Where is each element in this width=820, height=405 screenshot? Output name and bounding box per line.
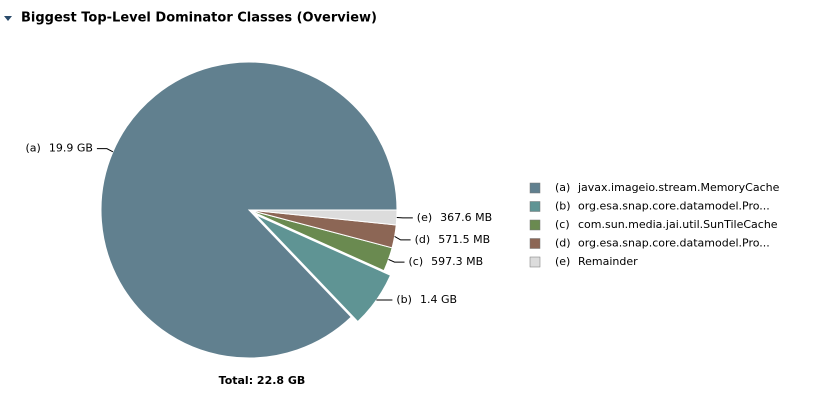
legend-letter: (b)	[555, 200, 571, 213]
chart-title: Biggest Top-Level Dominator Classes (Ove…	[21, 11, 377, 26]
leader-line	[394, 236, 411, 241]
data-label: (a) 19.9 GB	[26, 142, 93, 155]
data-label: (e) 367.6 MB	[417, 211, 492, 224]
data-label: (b) 1.4 GB	[396, 293, 457, 306]
legend-swatch	[529, 256, 541, 268]
leader-line	[96, 148, 114, 153]
data-label-letter: (d)	[415, 233, 431, 246]
legend-swatch	[529, 219, 541, 231]
data-label-value: 597.3 MB	[431, 255, 483, 268]
total-label: Total: 22.8 GB	[219, 374, 306, 387]
pie-slice	[255, 214, 392, 323]
legend-letter: (e)	[555, 255, 570, 268]
data-label: (c) 597.3 MB	[409, 255, 484, 268]
legend-label: com.sun.media.jai.util.SunTileCache	[578, 218, 778, 231]
legend-letter: (d)	[555, 237, 571, 250]
data-label-letter: (a)	[26, 142, 41, 155]
legend-swatch	[529, 238, 541, 249]
legend-label: org.esa.snap.core.datamodel.Pro...	[578, 200, 770, 213]
data-label: (d) 571.5 MB	[415, 233, 491, 246]
data-label-letter: (c)	[409, 255, 424, 268]
data-label-letter: (b)	[396, 293, 412, 306]
data-label-value: 1.4 GB	[420, 293, 457, 306]
legend-swatch	[529, 201, 541, 212]
legend-label: Remainder	[578, 255, 638, 268]
collapse-icon[interactable]	[4, 16, 12, 21]
data-label-value: 19.9 GB	[49, 142, 93, 155]
leader-line	[388, 258, 405, 263]
data-label-value: 367.6 MB	[440, 211, 492, 224]
data-label-letter: (e)	[417, 211, 432, 224]
legend-letter: (c)	[555, 218, 570, 231]
legend-label: javax.imageio.stream.MemoryCache	[577, 181, 780, 194]
legend-label: org.esa.snap.core.datamodel.Pro...	[578, 237, 770, 250]
data-label-value: 571.5 MB	[438, 233, 490, 246]
legend-letter: (a)	[555, 181, 570, 194]
legend-swatch	[529, 182, 541, 194]
